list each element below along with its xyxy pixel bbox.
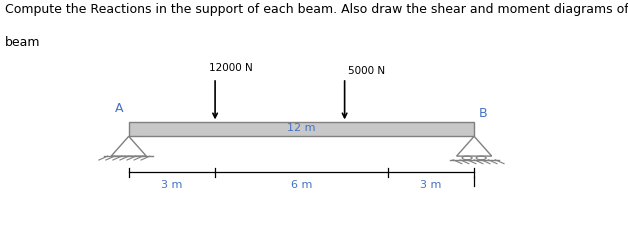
Text: 12 m: 12 m [287, 123, 316, 133]
Text: 5000 N: 5000 N [348, 66, 385, 76]
Text: Compute the Reactions in the support of each beam. Also draw the shear and momen: Compute the Reactions in the support of … [5, 3, 628, 17]
Text: 12000 N: 12000 N [208, 63, 252, 73]
Text: 3 m: 3 m [420, 180, 441, 190]
Text: 6 m: 6 m [291, 180, 312, 190]
Bar [129, 122, 474, 136]
Text: 3 m: 3 m [161, 180, 183, 190]
Text: beam: beam [5, 36, 41, 49]
Text: B: B [479, 107, 488, 120]
Text: A: A [115, 102, 124, 115]
